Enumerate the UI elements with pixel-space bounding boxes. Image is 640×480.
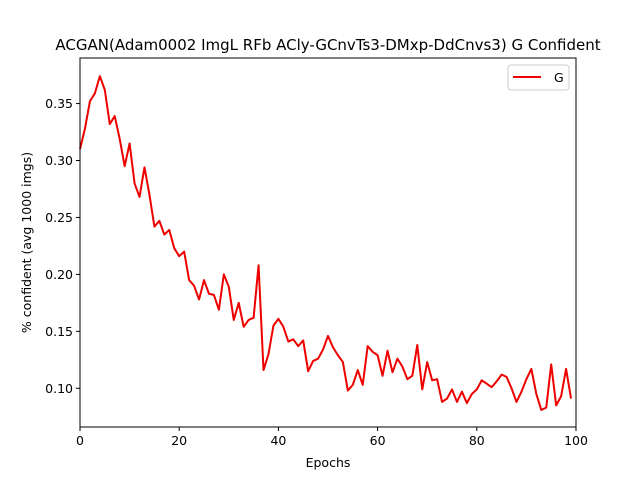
x-tick-label: 40 xyxy=(270,433,286,448)
legend-label-g: G xyxy=(554,70,564,85)
plot-area xyxy=(79,57,577,428)
x-tick-label: 0 xyxy=(76,433,84,448)
x-tick-label: 100 xyxy=(564,433,588,448)
y-tick-label: 0.15 xyxy=(45,324,73,339)
y-tick-label: 0.25 xyxy=(45,210,73,225)
y-tick-label: 0.20 xyxy=(45,267,73,282)
y-tick-label: 0.35 xyxy=(45,96,73,111)
x-axis-label: Epochs xyxy=(306,455,351,470)
y-tick-label: 0.30 xyxy=(45,153,73,168)
x-tick-label: 60 xyxy=(370,433,386,448)
x-tick-label: 80 xyxy=(469,433,485,448)
y-tick-label: 0.10 xyxy=(45,381,73,396)
chart-title: ACGAN(Adam0002 ImgL RFb ACly-GCnvTs3-DMx… xyxy=(55,36,600,54)
legend: G xyxy=(507,64,570,91)
series-line-g xyxy=(79,75,573,411)
x-axis: 0 20 40 60 80 100 xyxy=(76,427,588,448)
y-axis: 0.10 0.15 0.20 0.25 0.30 0.35 xyxy=(45,96,80,396)
x-tick-label: 20 xyxy=(171,433,187,448)
plot-frame xyxy=(79,57,577,428)
y-axis-label: % confident (avg 1000 imgs) xyxy=(19,152,34,333)
